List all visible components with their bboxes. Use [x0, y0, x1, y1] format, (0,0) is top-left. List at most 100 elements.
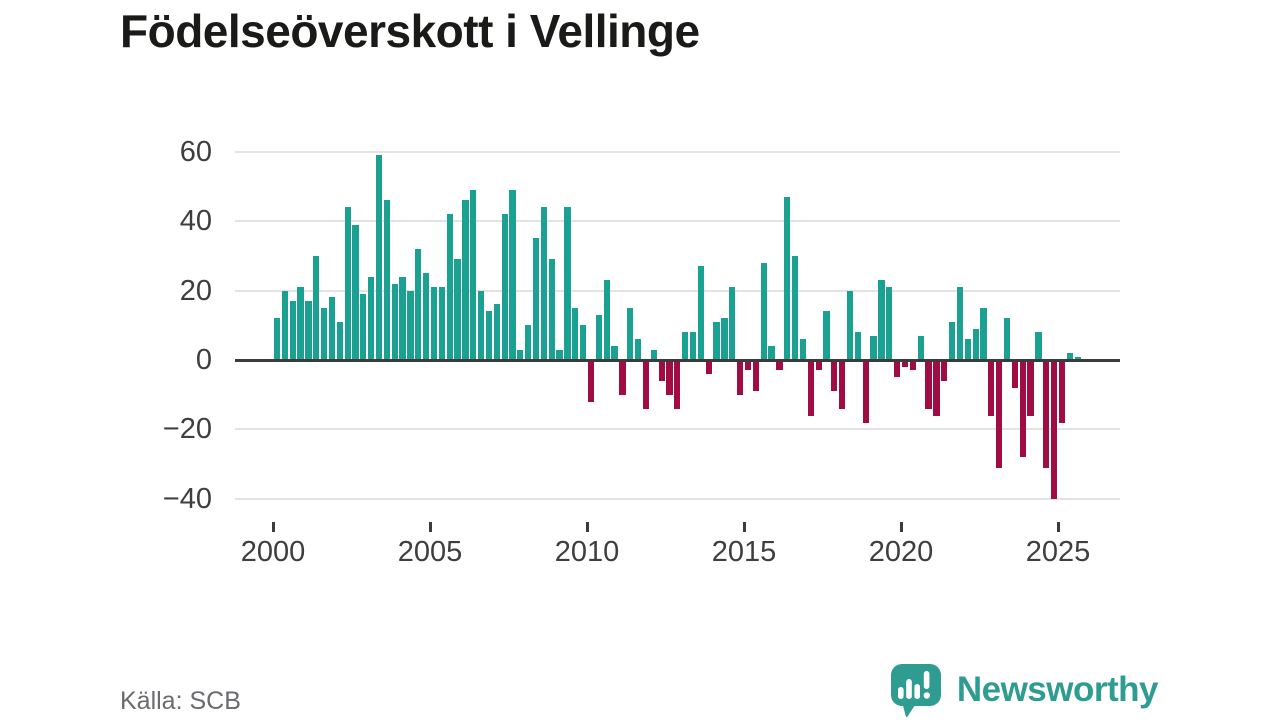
bar [839, 360, 846, 409]
bar [642, 360, 650, 409]
x-tick [899, 522, 903, 532]
bar [737, 360, 744, 395]
bar [948, 321, 956, 360]
bar [925, 360, 932, 409]
bar [791, 255, 799, 360]
bar [1011, 360, 1019, 388]
bar [634, 339, 642, 360]
bar [352, 224, 359, 360]
bar [462, 200, 469, 360]
bar [862, 360, 869, 423]
bar [493, 304, 500, 360]
bar [1066, 353, 1073, 360]
bar [823, 311, 830, 360]
x-tick [428, 522, 432, 532]
newsworthy-logo-text: Newsworthy [956, 670, 1159, 709]
bar [297, 287, 304, 360]
x-tick-label: 2025 [1025, 536, 1091, 568]
y-tick-label: 40 [179, 205, 212, 238]
bar [1051, 360, 1058, 499]
plot-area: 2000 2005 2010 2015 2020 2025 [235, 130, 1120, 568]
bar [438, 287, 445, 360]
bar [1074, 356, 1081, 360]
bar [454, 259, 461, 360]
bar [878, 280, 885, 360]
bar [572, 307, 579, 360]
bar [501, 214, 508, 360]
bar [360, 294, 367, 360]
bar [587, 360, 595, 402]
newsworthy-bubble-icon [890, 664, 941, 718]
bar [407, 290, 414, 360]
x-tick-label: 2000 [240, 536, 306, 568]
bar [532, 238, 540, 360]
bar [870, 335, 877, 360]
bar [697, 266, 705, 360]
bar [375, 155, 383, 360]
bar [540, 207, 548, 360]
gridline [235, 220, 1120, 223]
bar [305, 300, 312, 360]
x-tick [1056, 522, 1060, 532]
bar [1043, 360, 1050, 468]
bar [1019, 360, 1026, 458]
gridline [235, 428, 1120, 431]
x-tick-label: 2010 [554, 536, 620, 568]
bar [721, 318, 728, 360]
gridline [235, 497, 1120, 500]
bar [368, 276, 375, 360]
y-tick-label: −40 [162, 482, 212, 515]
y-tick-label: 0 [195, 344, 212, 376]
x-tick-label: 2015 [711, 536, 777, 568]
x-tick-label: 2020 [868, 536, 934, 568]
bar [752, 360, 759, 392]
bar [619, 360, 626, 395]
bar [281, 290, 288, 360]
x-tick [271, 522, 275, 532]
newsworthy-logo: Newsworthy [889, 662, 1159, 718]
bar [328, 297, 336, 360]
zero-axis-line [235, 358, 1120, 362]
x-tick-label: 2005 [397, 536, 463, 568]
bar [509, 189, 516, 360]
bar [525, 325, 532, 360]
bar [799, 339, 807, 360]
bar [1027, 360, 1034, 416]
bar [744, 360, 752, 371]
bar [627, 307, 634, 360]
y-tick-label: −20 [162, 413, 212, 446]
bar [399, 276, 406, 360]
bar [988, 360, 995, 416]
bar [658, 360, 665, 381]
bar [289, 300, 296, 360]
bar [564, 207, 571, 360]
chart-title: Födelseöverskott i Vellinge [120, 5, 700, 57]
bar [477, 290, 485, 360]
bar [894, 360, 901, 378]
bar [415, 248, 422, 360]
bar [996, 360, 1003, 468]
bar [650, 349, 657, 360]
bar [682, 332, 689, 360]
bar [972, 328, 979, 360]
bar [729, 287, 736, 360]
bar [1058, 360, 1066, 423]
bar [776, 360, 783, 371]
bar [430, 287, 438, 360]
bar [548, 259, 555, 360]
bar [815, 360, 822, 371]
bar [901, 360, 909, 367]
bar [886, 287, 893, 360]
bar [956, 287, 964, 360]
bar [909, 360, 916, 371]
bar [713, 321, 720, 360]
y-tick-label: 60 [179, 135, 212, 168]
bar [689, 332, 697, 360]
bar [313, 255, 320, 360]
bar [580, 325, 587, 360]
bar [383, 200, 391, 360]
bar [1003, 318, 1011, 360]
bar [595, 314, 602, 360]
bar [933, 360, 940, 416]
bar [674, 360, 681, 409]
